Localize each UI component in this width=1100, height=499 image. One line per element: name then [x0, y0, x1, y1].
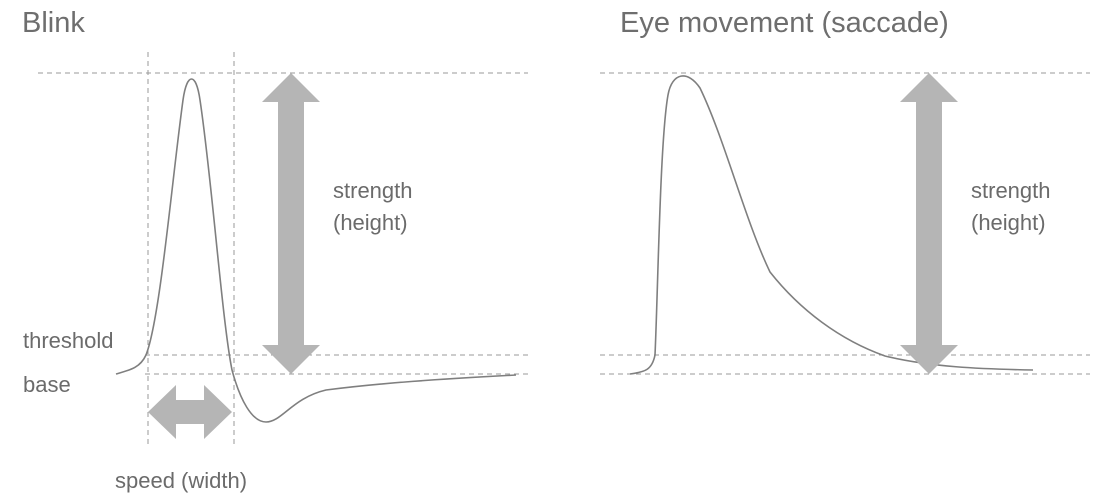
saccade-strength-arrow — [900, 73, 958, 374]
speed-label: speed (width) — [115, 468, 247, 493]
saccade-strength-label: strength — [971, 178, 1051, 203]
threshold-label: threshold — [23, 328, 114, 353]
blink-title: Blink — [22, 7, 85, 39]
blink-waveform — [115, 78, 517, 423]
blink-panel: Blink strength (height) threshold base s… — [22, 7, 528, 493]
blink-strength-label: strength — [333, 178, 413, 203]
blink-speed-arrow — [148, 385, 232, 439]
blink-height-label: (height) — [333, 210, 408, 235]
saccade-height-label: (height) — [971, 210, 1046, 235]
saccade-waveform — [629, 75, 1034, 375]
blink-strength-arrow — [262, 73, 320, 374]
saccade-panel: Eye movement (saccade) strength (height) — [600, 7, 1090, 375]
base-label: base — [23, 372, 71, 397]
saccade-title: Eye movement (saccade) — [620, 7, 949, 39]
